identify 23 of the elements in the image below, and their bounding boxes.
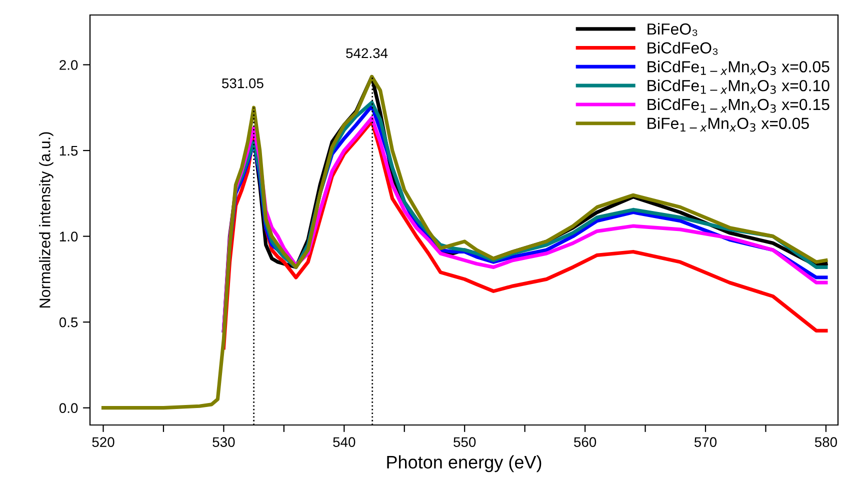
legend-label: BiCdFe$_{1−x}$Mn$_{x}$O$_{3}$ x=0.10 xyxy=(648,80,830,94)
annotation: 531.05 xyxy=(222,78,264,88)
y-tick-label: 2.0 xyxy=(60,60,78,70)
x-tick-label: 560 xyxy=(574,437,596,448)
y-tick-label: 1.5 xyxy=(60,146,78,156)
y-tick-label: 0.5 xyxy=(59,317,78,328)
x-tick-label: 550 xyxy=(454,437,476,448)
line-series xyxy=(101,74,828,410)
x-axis-title: Photon energy (eV) xyxy=(387,455,542,472)
x-tick-label: 540 xyxy=(333,437,356,448)
y-tick-label: 0.0 xyxy=(59,403,78,414)
legend-label: BiCdFeO₃ xyxy=(648,42,718,55)
x-tick-label: 520 xyxy=(92,437,114,448)
legend-label: BiCdFe$_{1−x}$Mn$_{x}$O$_{3}$ x=0.05 xyxy=(648,60,830,76)
x-tick-label: 570 xyxy=(694,437,717,448)
x-tick-label: 580 xyxy=(814,437,837,448)
y-tick-label: 1.0 xyxy=(60,232,78,242)
legend-label: BiFeO₃ xyxy=(648,22,698,36)
y-axis-title: Normalized intensity (a.u.) xyxy=(39,132,54,308)
legend-label: BiCdFe$_{1−x}$Mn$_{x}$O$_{3}$ x=0.15 xyxy=(648,98,830,113)
x-tick-label: 530 xyxy=(212,437,235,448)
legend-label: BiFe$_{1−x}$Mn$_{x}$O$_{3}$ x=0.05 xyxy=(648,117,809,132)
ref-line-label: 542.34 xyxy=(346,48,388,58)
